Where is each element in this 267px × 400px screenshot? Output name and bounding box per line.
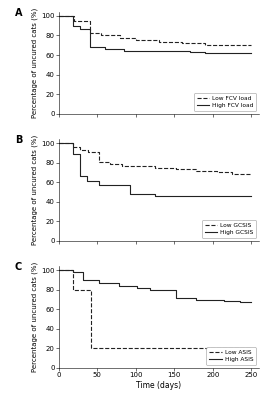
Y-axis label: Percentage of uncured cats (%): Percentage of uncured cats (%) xyxy=(32,262,38,372)
Y-axis label: Percentage of uncured cats (%): Percentage of uncured cats (%) xyxy=(32,135,38,245)
Legend: Low ASIS, High ASIS: Low ASIS, High ASIS xyxy=(206,347,256,365)
Text: A: A xyxy=(15,8,22,18)
Y-axis label: Percentage of uncured cats (%): Percentage of uncured cats (%) xyxy=(32,8,38,118)
Text: C: C xyxy=(15,262,22,272)
Text: B: B xyxy=(15,135,22,145)
Legend: Low GCSIS, High GCSIS: Low GCSIS, High GCSIS xyxy=(202,220,256,238)
Legend: Low FCV load, High FCV load: Low FCV load, High FCV load xyxy=(194,93,256,111)
X-axis label: Time (days): Time (days) xyxy=(136,381,182,390)
